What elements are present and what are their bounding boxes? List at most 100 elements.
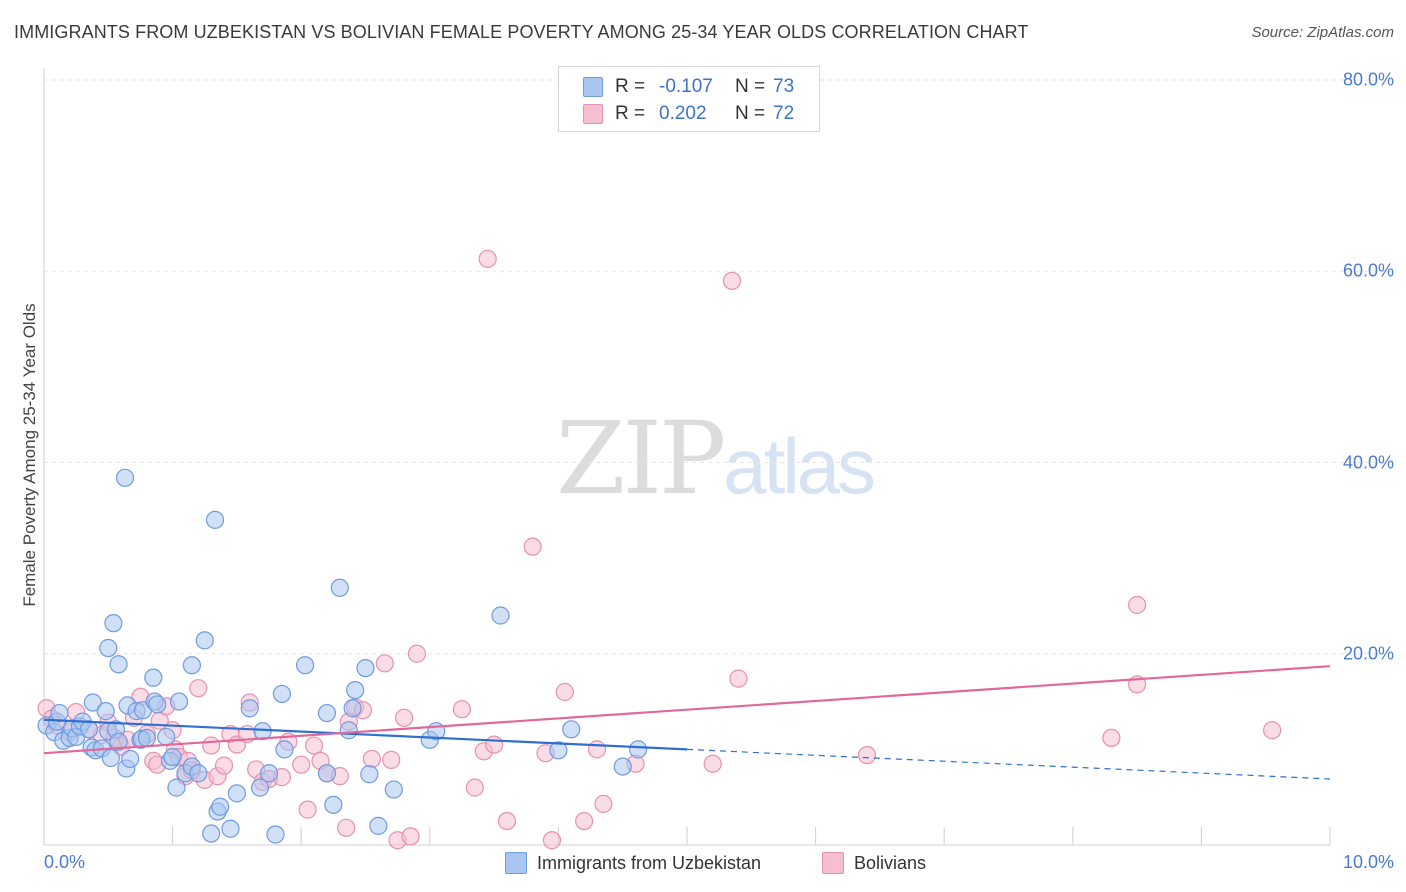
watermark-atlas: atlas	[723, 422, 876, 510]
r-value: 0.202	[659, 103, 707, 124]
r-label: R =	[615, 76, 646, 97]
uzbekistan-point	[369, 816, 388, 835]
legend-row-uzbekistan: R = -0.107 N = 73	[583, 75, 794, 99]
bolivian-point	[575, 811, 594, 831]
bolivian-point	[292, 755, 311, 774]
bolivian-point	[375, 654, 394, 673]
uzbekistan-point	[202, 824, 221, 843]
uzbekistan-point	[157, 727, 176, 747]
bolivian-point	[189, 679, 208, 698]
n-label: N =	[735, 103, 766, 124]
bolivian-point	[214, 756, 234, 775]
bolivian-point	[401, 827, 420, 846]
uzbekistan-point	[562, 720, 581, 739]
watermark: ZIPatlas	[556, 400, 876, 517]
legend-item-uzbekistan[interactable]: Immigrants from Uzbekistan	[505, 852, 761, 874]
bolivian-point	[337, 818, 356, 837]
x-tick-label: 0.0%	[44, 852, 86, 872]
legend-label: Immigrants from Uzbekistan	[537, 852, 762, 873]
bolivian-point	[452, 700, 472, 719]
uzbekistan-point	[195, 631, 214, 650]
uzbekistan-point	[101, 748, 120, 768]
bolivian-trendline	[43, 665, 1331, 755]
uzbekistan-point	[109, 732, 128, 751]
uzbekistan-point	[266, 825, 285, 844]
uzbekistan-point	[317, 703, 337, 723]
uzbekistan-point	[227, 784, 246, 803]
uzbekistan-point	[613, 757, 632, 776]
uzbekistan-point	[205, 510, 225, 529]
bolivian-point	[362, 749, 382, 769]
y-tick-label: 20.0%	[1342, 643, 1394, 664]
uzbekistan-point	[189, 764, 208, 783]
uzbekistan-point	[259, 764, 279, 783]
uzbekistan-point	[360, 765, 379, 784]
uzbekistan-point	[295, 656, 315, 675]
bolivian-point	[394, 708, 414, 727]
uzbekistan-point	[144, 668, 163, 687]
uzbekistan-point	[167, 778, 186, 797]
uzbekistan-point	[96, 702, 115, 721]
y-tick-label: 40.0%	[1342, 452, 1394, 472]
bolivian-point	[382, 750, 401, 769]
y-axis-label: Female Poverty Among 25-34 Year Olds	[20, 303, 39, 607]
uzbekistan-point	[339, 721, 358, 740]
pink-swatch	[583, 104, 603, 124]
bolivian-point	[587, 740, 607, 759]
uzbekistan-point	[163, 747, 182, 767]
bolivian-point	[722, 271, 742, 290]
bolivian-point	[485, 735, 504, 754]
uzbekistan-point	[343, 699, 362, 718]
bolivian-point	[1127, 595, 1147, 615]
bolivian-point	[729, 669, 748, 688]
uzbekistan-point	[324, 795, 343, 814]
bolivian-point	[298, 800, 317, 819]
bolivian-point	[304, 736, 324, 755]
uzbekistan-point	[330, 578, 349, 597]
pink-swatch	[822, 852, 844, 874]
uzbekistan-point	[115, 468, 135, 487]
uzbekistan-point	[317, 764, 337, 783]
uzbekistan-point	[272, 684, 292, 704]
uzbekistan-point	[137, 728, 156, 748]
uzbekistan-point	[121, 749, 140, 769]
legend-label: Bolivians	[854, 852, 927, 873]
bolivian-point	[594, 794, 613, 813]
uzbekistan-point	[356, 658, 375, 678]
bolivian-point	[465, 778, 484, 797]
r-label: R =	[615, 103, 646, 124]
n-value: 73	[773, 76, 795, 97]
bolivian-point	[523, 537, 542, 556]
source-label: Source: ZipAtlas.com	[1251, 24, 1394, 41]
uzbekistan-point	[83, 693, 102, 712]
n-value: 72	[773, 103, 795, 124]
bolivian-point	[478, 249, 497, 268]
uzbekistan-point	[549, 741, 568, 760]
uzbekistan-point	[629, 740, 648, 759]
uzbekistan-point	[50, 703, 69, 723]
bolivian-point	[407, 644, 427, 663]
bolivian-point	[542, 831, 562, 850]
uzbekistan-point	[211, 797, 230, 816]
uzbekistan-point	[384, 780, 403, 799]
uzbekistan-point	[491, 606, 510, 625]
correlation-legend: R = -0.107 N = 73 R = 0.202 N = 72	[558, 66, 820, 132]
legend-item-bolivians[interactable]: Bolivians	[822, 852, 926, 874]
uzbekistan-point	[79, 720, 99, 739]
legend-row-bolivians: R = 0.202 N = 72	[583, 102, 794, 126]
uzbekistan-point	[104, 614, 123, 633]
bolivian-point	[703, 754, 722, 773]
bolivian-point	[202, 736, 221, 755]
bolivian-point	[1263, 721, 1282, 740]
uzbekistan-point	[99, 638, 118, 658]
y-tick-label: 60.0%	[1342, 260, 1394, 281]
uzbekistan-point	[148, 695, 167, 714]
chart-title: IMMIGRANTS FROM UZBEKISTAN VS BOLIVIAN F…	[14, 22, 1029, 42]
bolivian-point	[497, 811, 517, 831]
bolivian-point	[555, 682, 574, 702]
uzbekistan-trendline-extension	[686, 748, 1331, 780]
y-tick-label: 80.0%	[1342, 69, 1394, 90]
uzbekistan-point	[250, 778, 270, 797]
blue-swatch	[505, 852, 527, 874]
